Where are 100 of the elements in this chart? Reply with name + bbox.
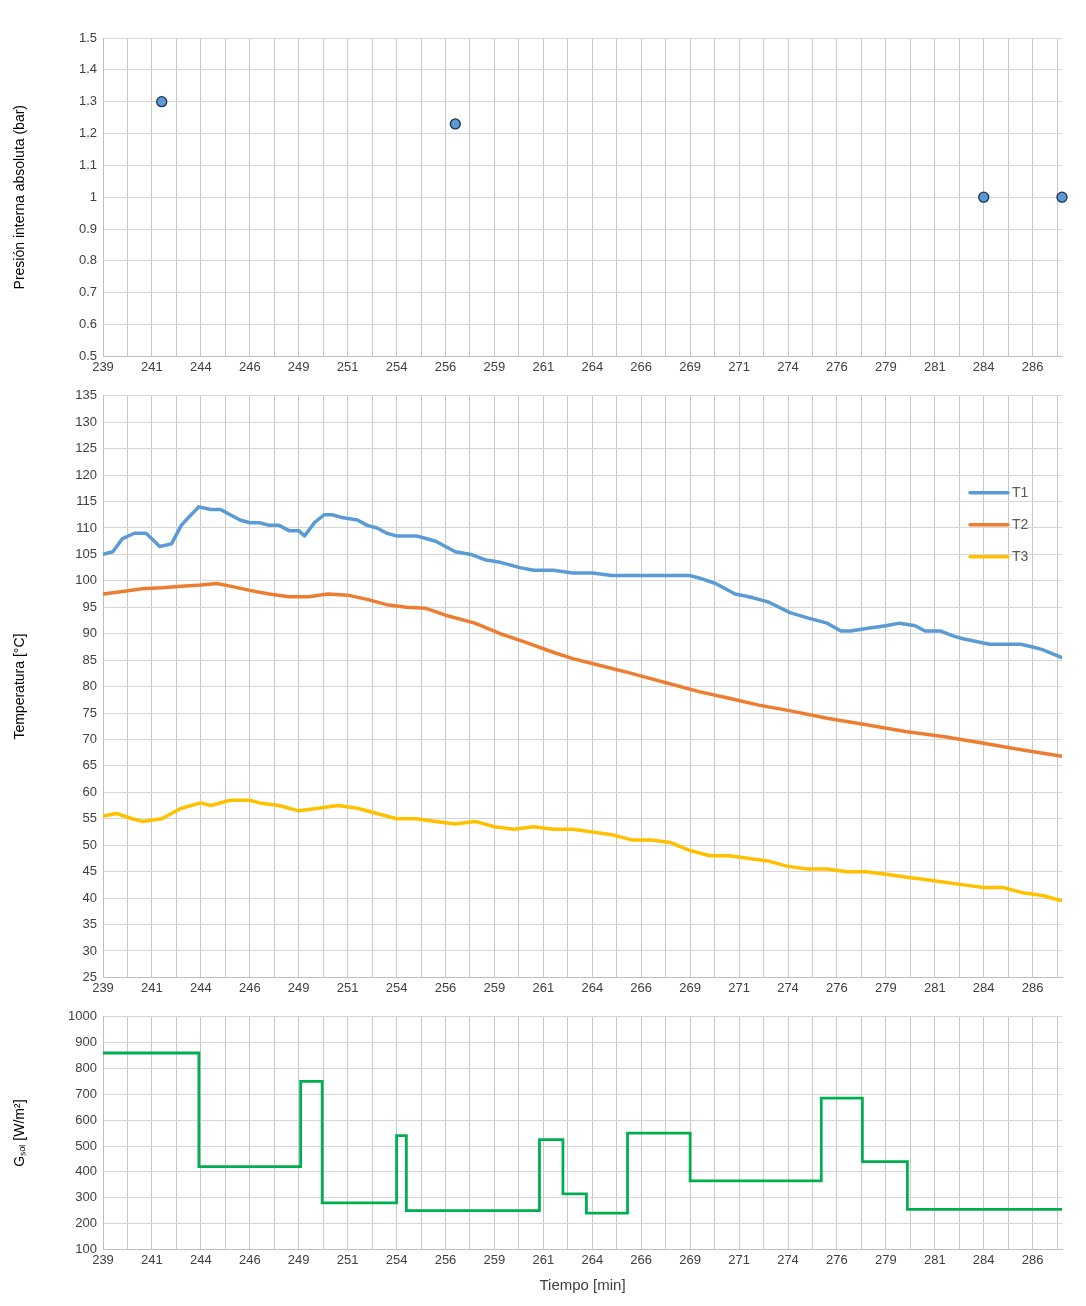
y-tick-label: 1000	[68, 1008, 97, 1024]
point	[1056, 191, 1068, 203]
y-axis-title: Temperatura [°C]	[11, 633, 28, 740]
x-tick-label: 246	[238, 1251, 261, 1267]
y-tick-label: 105	[75, 546, 97, 561]
x-tick-label: 266	[630, 358, 653, 374]
x-tick-label: 274	[777, 979, 799, 995]
y-tick-label: 110	[76, 519, 97, 535]
x-tick-label: 264	[581, 1251, 604, 1267]
y-tick-label: 120	[75, 466, 97, 482]
y-axis-title: Gₛₒₗ [W/m²]	[11, 1099, 28, 1167]
y-tick-label: 100	[75, 572, 97, 588]
x-tick-label: 274	[777, 358, 799, 374]
y-tick-label: 115	[76, 493, 97, 509]
x-tick-label: 286	[1021, 979, 1044, 995]
y-tick-label: 0.7	[78, 284, 97, 300]
x-tick-label: 244	[190, 979, 212, 995]
y-tick-label: 75	[82, 704, 97, 720]
y-tick-label: 1	[89, 188, 97, 204]
y-tick-label: 45	[82, 863, 97, 879]
x-tick-label: 279	[875, 1251, 897, 1267]
x-tick-label: 281	[923, 979, 946, 995]
x-tick-label: 284	[972, 358, 995, 374]
y-tick-label: 1.5	[78, 29, 97, 45]
x-tick-label: 241	[141, 1251, 163, 1267]
x-tick-label: 259	[483, 979, 506, 995]
x-tick-label: 264	[581, 979, 604, 995]
y-tick-label: 135	[75, 387, 97, 403]
x-tick-label: 276	[826, 358, 848, 374]
legend-label: T1	[1012, 483, 1029, 500]
x-tick-label: 266	[630, 1251, 653, 1267]
x-tick-label: 261	[532, 358, 555, 374]
y-axis-title: Presión interna absoluta (bar)	[11, 104, 28, 290]
x-tick-label: 259	[483, 358, 506, 374]
x-tick-label: 284	[972, 1251, 995, 1267]
x-tick-label: 279	[875, 979, 897, 995]
y-tick-label: 200	[75, 1215, 97, 1231]
y-tick-label: 300	[75, 1189, 97, 1205]
x-tick-label: 249	[287, 358, 310, 374]
y-tick-label: 95	[82, 598, 97, 614]
legend-label: T2	[1012, 515, 1029, 532]
x-tick-label: 244	[190, 1251, 212, 1267]
y-tick-label: 40	[82, 889, 97, 905]
x-tick-label: 249	[287, 979, 310, 995]
x-tick-label: 251	[336, 358, 359, 374]
x-tick-label: 261	[532, 979, 555, 995]
x-tick-label: 256	[434, 979, 457, 995]
y-tick-label: 0.6	[78, 316, 97, 332]
x-tick-label: 241	[141, 358, 163, 374]
y-tick-label: 1.3	[78, 93, 97, 109]
x-tick-label: 271	[728, 358, 750, 374]
x-tick-label: 256	[434, 1251, 457, 1267]
x-tick-label: 269	[679, 1251, 701, 1267]
y-tick-label: 700	[75, 1085, 97, 1101]
x-tick-label: 254	[385, 1251, 408, 1267]
y-tick-label: 130	[75, 413, 97, 429]
x-axis-title: Tiempo [min]	[539, 1276, 626, 1294]
y-tick-label: 400	[75, 1163, 97, 1179]
x-tick-label: 286	[1021, 358, 1044, 374]
y-tick-label: 0.5	[78, 347, 97, 363]
y-tick-label: 0.9	[78, 220, 97, 236]
x-tick-label: 281	[923, 358, 946, 374]
y-tick-label: 800	[75, 1060, 97, 1076]
x-tick-label: 276	[826, 1251, 848, 1267]
x-tick-label: 279	[875, 358, 897, 374]
y-tick-label: 1.2	[78, 125, 97, 141]
y-tick-label: 50	[82, 836, 97, 852]
x-tick-label: 284	[972, 979, 995, 995]
x-tick-label: 266	[630, 979, 653, 995]
x-tick-label: 246	[238, 358, 261, 374]
y-tick-label: 1.4	[78, 61, 97, 77]
y-tick-label: 0.8	[78, 252, 97, 268]
y-tick-label: 80	[82, 678, 97, 694]
x-tick-label: 246	[238, 979, 261, 995]
x-tick-label: 251	[336, 1251, 359, 1267]
x-tick-label: 271	[728, 1251, 750, 1267]
y-tick-label: 35	[82, 916, 97, 932]
x-tick-label: 256	[434, 358, 457, 374]
y-tick-label: 125	[75, 440, 97, 456]
x-tick-label: 251	[336, 979, 359, 995]
y-tick-label: 600	[75, 1111, 97, 1127]
x-tick-label: 264	[581, 358, 604, 374]
x-tick-label: 254	[385, 358, 408, 374]
point	[449, 118, 461, 130]
x-tick-label: 271	[728, 979, 750, 995]
x-tick-label: 244	[190, 358, 212, 374]
x-tick-label: 281	[923, 1251, 946, 1267]
y-tick-label: 85	[82, 651, 97, 667]
y-tick-label: 70	[82, 731, 97, 747]
x-tick-label: 261	[532, 1251, 555, 1267]
y-tick-label: 500	[75, 1137, 97, 1153]
y-tick-label: 100	[75, 1240, 97, 1256]
x-tick-label: 274	[777, 1251, 799, 1267]
x-tick-label: 276	[826, 979, 848, 995]
y-tick-label: 1.1	[78, 156, 97, 172]
x-tick-label: 269	[679, 979, 701, 995]
y-tick-label: 25	[82, 968, 97, 984]
y-tick-label: 900	[75, 1034, 97, 1050]
x-tick-label: 286	[1021, 1251, 1044, 1267]
y-tick-label: 60	[82, 783, 97, 799]
